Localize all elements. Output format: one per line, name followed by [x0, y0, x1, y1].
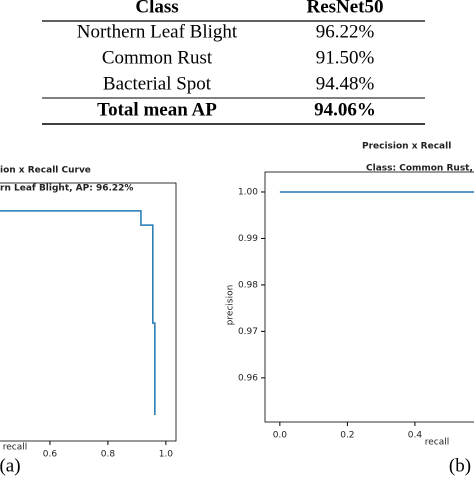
table-header: Class — [135, 0, 178, 17]
y-tick-label: 0.97 — [238, 327, 258, 337]
table-total: 94.06% — [314, 99, 376, 120]
table-total: Total mean AP — [97, 99, 217, 120]
table-cell: 94.48% — [316, 73, 375, 94]
x-tick-label: 0.2 — [340, 431, 354, 441]
table-cell: 96.22% — [316, 21, 375, 42]
x-tick-label: 0.0 — [273, 431, 288, 441]
chart-subtitle: rn Leaf Blight, AP: 96.22% — [0, 184, 133, 194]
chart-title: ion x Recall Curve — [0, 166, 91, 176]
y-tick-label: 1.00 — [238, 187, 258, 197]
chart-subtitle: Class: Common Rust, — [366, 164, 473, 174]
plot-frame — [264, 171, 474, 423]
table-cell: Common Rust — [102, 47, 213, 68]
y-tick-label: 0.99 — [238, 234, 258, 244]
x-axis-label: recall — [425, 438, 450, 448]
caption: (a) — [0, 455, 21, 476]
caption: (b) — [449, 455, 471, 476]
x-tick-label: 1.0 — [159, 450, 174, 460]
x-axis-label: recall — [3, 443, 28, 453]
y-tick-label: 0.96 — [238, 373, 258, 383]
y-tick-label: 0.98 — [238, 280, 258, 290]
plot-frame — [0, 182, 177, 442]
table-cell: Northern Leaf Blight — [77, 21, 238, 42]
x-tick-label: 0.4 — [408, 431, 423, 441]
table-cell: 91.50% — [316, 47, 375, 68]
x-tick-label: 0.6 — [43, 450, 58, 460]
pr-curve — [0, 210, 156, 415]
y-axis-label: precision — [226, 285, 236, 326]
chart-title: Precision x Recall — [362, 142, 451, 152]
table-header: ResNet50 — [306, 0, 383, 17]
x-tick-label: 0.8 — [101, 450, 116, 460]
table-cell: Bacterial Spot — [103, 73, 212, 94]
